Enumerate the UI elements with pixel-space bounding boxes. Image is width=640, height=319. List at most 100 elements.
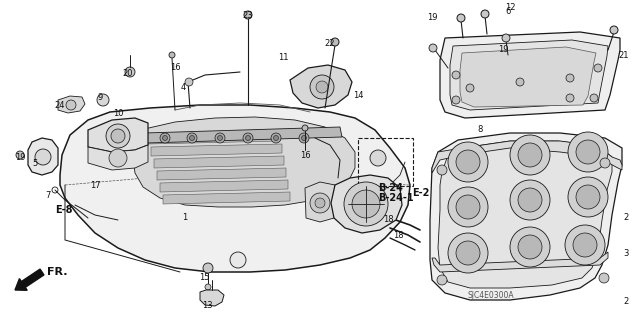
Text: 19: 19 — [15, 153, 25, 162]
Circle shape — [331, 38, 339, 46]
Circle shape — [456, 241, 480, 265]
Circle shape — [573, 233, 597, 257]
Polygon shape — [440, 32, 620, 118]
Text: 7: 7 — [45, 190, 51, 199]
Circle shape — [344, 182, 388, 226]
Circle shape — [594, 64, 602, 72]
Circle shape — [429, 44, 437, 52]
Polygon shape — [148, 132, 280, 144]
Text: 14: 14 — [353, 91, 364, 100]
Circle shape — [205, 284, 211, 290]
Circle shape — [448, 233, 488, 273]
Text: 21: 21 — [619, 50, 629, 60]
Circle shape — [568, 177, 608, 217]
Circle shape — [568, 132, 608, 172]
Circle shape — [66, 100, 76, 110]
Text: FR.: FR. — [47, 267, 67, 277]
Circle shape — [97, 94, 109, 106]
Polygon shape — [154, 156, 284, 168]
Polygon shape — [28, 138, 58, 175]
Circle shape — [590, 94, 598, 102]
Circle shape — [273, 136, 278, 140]
Text: 4: 4 — [180, 84, 186, 93]
Circle shape — [203, 263, 213, 273]
Text: 2: 2 — [623, 213, 628, 222]
Circle shape — [437, 275, 447, 285]
FancyArrow shape — [15, 269, 44, 290]
Text: 18: 18 — [383, 216, 394, 225]
Polygon shape — [430, 133, 622, 300]
Circle shape — [310, 193, 330, 213]
Circle shape — [111, 129, 125, 143]
Circle shape — [271, 133, 281, 143]
Text: 10: 10 — [113, 108, 124, 117]
Circle shape — [510, 135, 550, 175]
Text: 6: 6 — [506, 8, 511, 17]
Polygon shape — [60, 105, 410, 272]
Circle shape — [301, 136, 307, 140]
Polygon shape — [438, 141, 612, 288]
Polygon shape — [305, 182, 335, 222]
Circle shape — [302, 125, 308, 131]
Circle shape — [370, 150, 386, 166]
Circle shape — [502, 34, 510, 42]
Circle shape — [518, 188, 542, 212]
Circle shape — [246, 136, 250, 140]
Circle shape — [125, 67, 135, 77]
Circle shape — [610, 26, 618, 34]
Circle shape — [566, 74, 574, 82]
Text: 18: 18 — [393, 231, 403, 240]
Circle shape — [316, 81, 328, 93]
Polygon shape — [145, 127, 342, 143]
Polygon shape — [200, 290, 224, 306]
Text: SJC4E0300A: SJC4E0300A — [468, 292, 515, 300]
Text: 11: 11 — [278, 54, 288, 63]
Circle shape — [35, 149, 51, 165]
Circle shape — [452, 71, 460, 79]
Text: E-8: E-8 — [55, 205, 72, 215]
Circle shape — [448, 187, 488, 227]
Circle shape — [169, 52, 175, 58]
Polygon shape — [160, 180, 288, 192]
Text: 8: 8 — [477, 125, 483, 135]
Circle shape — [109, 149, 127, 167]
Text: 3: 3 — [623, 249, 628, 257]
Polygon shape — [163, 192, 290, 204]
Circle shape — [352, 190, 380, 218]
Circle shape — [160, 133, 170, 143]
Circle shape — [452, 96, 460, 104]
Text: E-2: E-2 — [412, 188, 429, 198]
Text: 16: 16 — [300, 151, 310, 160]
Polygon shape — [460, 47, 596, 107]
Text: 23: 23 — [243, 11, 253, 19]
Bar — [358, 138, 413, 186]
Polygon shape — [450, 40, 608, 110]
Text: 17: 17 — [90, 181, 100, 189]
Circle shape — [218, 136, 223, 140]
Text: 12: 12 — [505, 3, 515, 11]
Circle shape — [466, 84, 474, 92]
Circle shape — [215, 133, 225, 143]
Text: 1: 1 — [182, 213, 188, 222]
Polygon shape — [58, 96, 85, 113]
Circle shape — [106, 124, 130, 148]
Text: 15: 15 — [199, 273, 209, 283]
Circle shape — [510, 227, 550, 267]
Text: 16: 16 — [170, 63, 180, 72]
Polygon shape — [432, 252, 608, 272]
Text: B-24: B-24 — [378, 183, 403, 193]
Text: 19: 19 — [498, 46, 508, 55]
Text: 22: 22 — [324, 39, 335, 48]
Polygon shape — [88, 118, 148, 152]
Polygon shape — [290, 65, 352, 108]
Circle shape — [576, 140, 600, 164]
Circle shape — [189, 136, 195, 140]
Circle shape — [510, 180, 550, 220]
Circle shape — [163, 136, 168, 140]
Circle shape — [518, 143, 542, 167]
Circle shape — [518, 235, 542, 259]
Text: 9: 9 — [97, 93, 102, 102]
Circle shape — [185, 78, 193, 86]
Circle shape — [599, 273, 609, 283]
Circle shape — [243, 133, 253, 143]
